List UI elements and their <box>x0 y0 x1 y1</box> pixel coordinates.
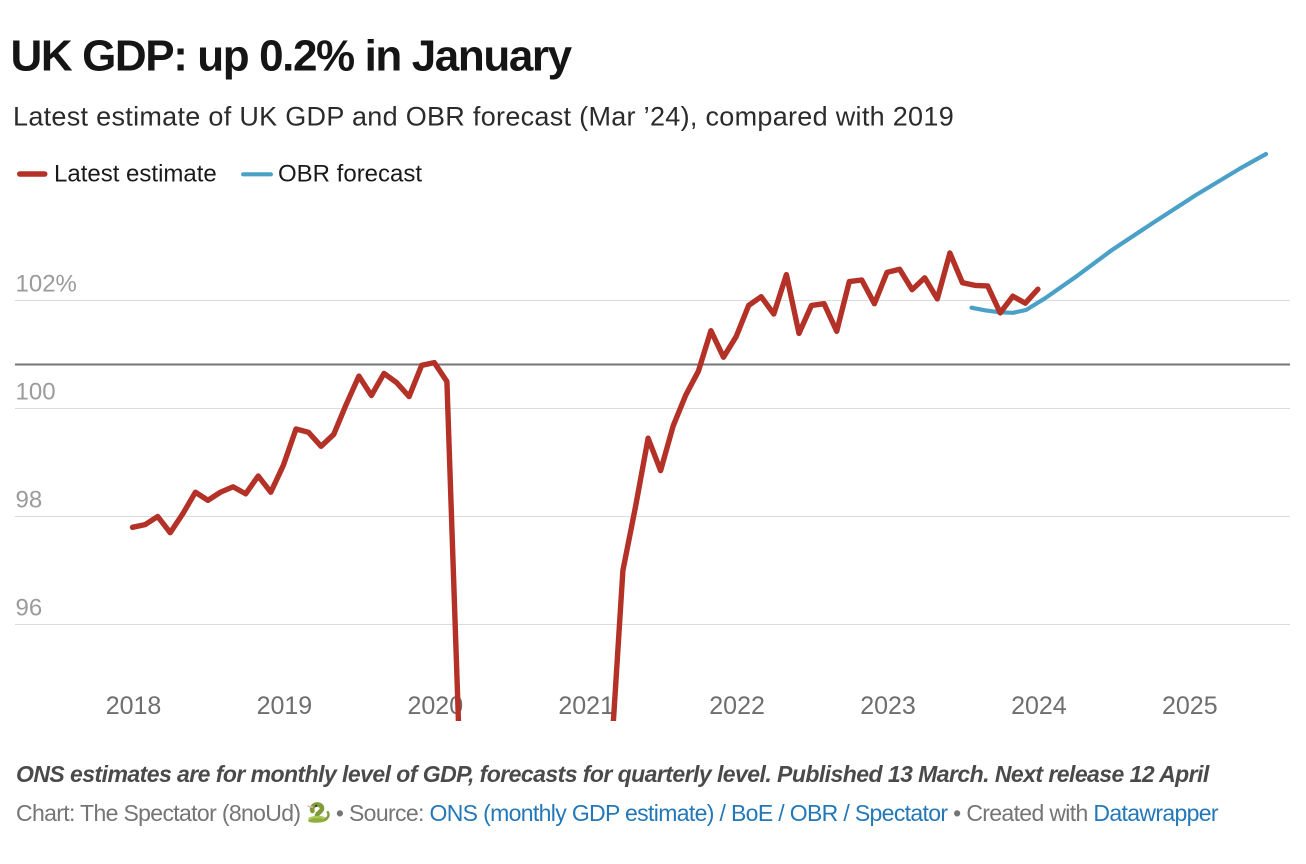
svg-text:Latest estimate: Latest estimate <box>54 161 217 188</box>
svg-text:100: 100 <box>16 379 56 406</box>
svg-text:2023: 2023 <box>860 692 916 720</box>
svg-text:2022: 2022 <box>709 692 765 720</box>
svg-text:96: 96 <box>16 595 43 622</box>
svg-text:2021: 2021 <box>558 692 614 720</box>
svg-text:98: 98 <box>16 487 43 514</box>
svg-text:OBR forecast: OBR forecast <box>278 161 422 188</box>
svg-text:2019: 2019 <box>257 692 313 720</box>
svg-text:2025: 2025 <box>1162 692 1218 720</box>
svg-text:2024: 2024 <box>1011 692 1067 720</box>
svg-text:Latest estimate of UK GDP and: Latest estimate of UK GDP and OBR foreca… <box>13 102 954 132</box>
svg-text:UK GDP: up 0.2% in January: UK GDP: up 0.2% in January <box>11 32 573 81</box>
svg-text:102%: 102% <box>16 271 77 298</box>
svg-text:2018: 2018 <box>106 692 162 720</box>
svg-text:2020: 2020 <box>407 692 463 720</box>
